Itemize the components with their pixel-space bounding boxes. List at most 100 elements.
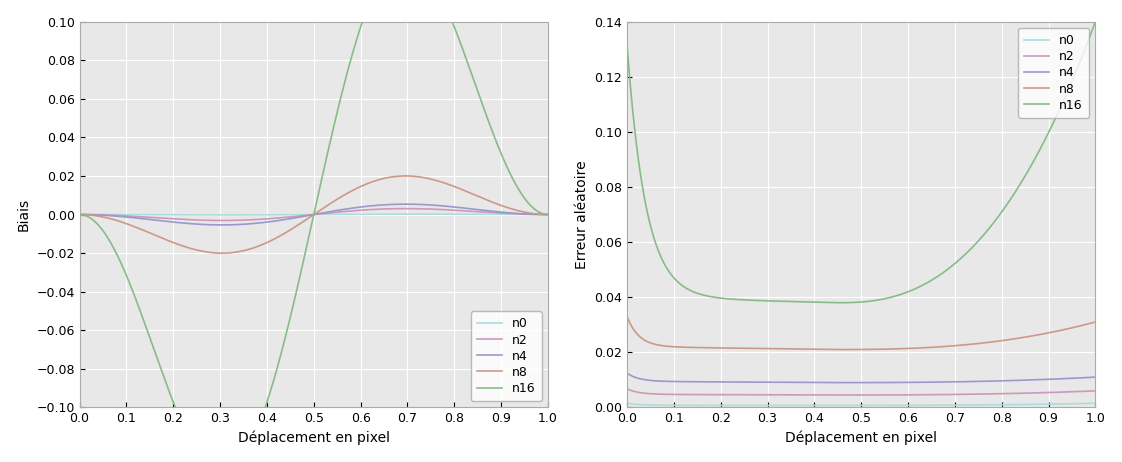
n8 (1088, 319, 1102, 325)
n8 (395, 173, 408, 179)
n2 (215, 218, 229, 223)
Line: n2: n2 (627, 389, 1095, 395)
n16 (448, 24, 461, 30)
n8 (942, 343, 956, 349)
n16 (810, 299, 824, 305)
n8 (215, 250, 229, 256)
X-axis label: Déplacement en pixel: Déplacement en pixel (785, 431, 937, 445)
n4 (831, 380, 845, 385)
n0 (121, 212, 135, 218)
n4 (668, 379, 681, 384)
n2 (541, 212, 554, 217)
Legend: n0, n2, n4, n8, n16: n0, n2, n4, n8, n16 (1018, 28, 1089, 118)
n16 (121, 275, 135, 280)
n0 (1088, 401, 1102, 406)
n4 (73, 212, 86, 217)
n8 (121, 221, 135, 227)
n8 (541, 212, 554, 217)
n2 (439, 207, 452, 213)
Line: n0: n0 (80, 214, 548, 215)
n0 (810, 403, 824, 408)
n8 (827, 346, 840, 352)
n8 (810, 346, 824, 352)
n4 (942, 379, 956, 385)
n16 (668, 276, 681, 282)
n0 (439, 212, 452, 217)
Line: n8: n8 (627, 316, 1095, 350)
n2 (1088, 388, 1102, 394)
n2 (994, 391, 1008, 396)
n4 (810, 380, 824, 385)
n0 (263, 212, 276, 218)
n0 (215, 212, 229, 218)
n4 (994, 378, 1008, 383)
n16 (986, 221, 1000, 227)
n8 (831, 347, 845, 353)
n16 (439, 4, 452, 9)
n16 (73, 212, 86, 217)
Line: n4: n4 (627, 373, 1095, 383)
n2 (668, 392, 681, 397)
n0 (448, 212, 461, 217)
n2 (810, 392, 824, 398)
Line: n2: n2 (80, 209, 548, 220)
n4 (620, 371, 634, 376)
n4 (263, 219, 276, 225)
n2 (942, 392, 956, 397)
n16 (263, 391, 276, 397)
n4 (279, 217, 293, 222)
n0 (73, 212, 86, 217)
n4 (395, 201, 408, 207)
Y-axis label: Biais: Biais (17, 198, 30, 231)
n2 (279, 214, 293, 220)
n0 (279, 212, 293, 218)
n8 (448, 184, 461, 189)
n8 (398, 173, 412, 179)
n8 (279, 230, 293, 235)
n2 (986, 391, 1000, 397)
Line: n8: n8 (80, 176, 548, 253)
n4 (541, 212, 554, 217)
n2 (121, 213, 135, 219)
n4 (439, 203, 452, 209)
n2 (620, 386, 634, 392)
Line: n4: n4 (80, 204, 548, 225)
Line: n16: n16 (627, 22, 1095, 303)
n2 (448, 207, 461, 213)
n16 (1088, 19, 1102, 24)
n0 (994, 402, 1008, 407)
n16 (942, 266, 956, 271)
n0 (395, 211, 408, 217)
n4 (215, 222, 229, 228)
n8 (263, 238, 276, 244)
n8 (986, 339, 1000, 345)
n4 (1088, 374, 1102, 380)
n2 (398, 206, 412, 212)
n16 (831, 300, 845, 305)
n4 (827, 380, 840, 385)
Line: n0: n0 (627, 403, 1095, 406)
n16 (994, 210, 1008, 215)
n2 (831, 392, 845, 398)
n16 (279, 330, 293, 336)
n8 (439, 181, 452, 186)
n2 (395, 206, 408, 212)
Y-axis label: Erreur aléatoire: Erreur aléatoire (574, 160, 589, 269)
n4 (986, 378, 1000, 384)
n2 (827, 392, 840, 398)
Legend: n0, n2, n4, n8, n16: n0, n2, n4, n8, n16 (470, 311, 542, 401)
n0 (827, 403, 840, 408)
n16 (827, 300, 840, 305)
n2 (263, 216, 276, 221)
n2 (73, 212, 86, 217)
n0 (831, 403, 845, 408)
n16 (541, 212, 554, 217)
n8 (994, 338, 1008, 344)
n0 (942, 402, 956, 408)
n0 (398, 211, 412, 217)
n8 (73, 212, 86, 217)
n16 (620, 41, 634, 47)
n0 (668, 402, 681, 408)
Line: n16: n16 (80, 0, 548, 462)
n0 (620, 401, 634, 406)
